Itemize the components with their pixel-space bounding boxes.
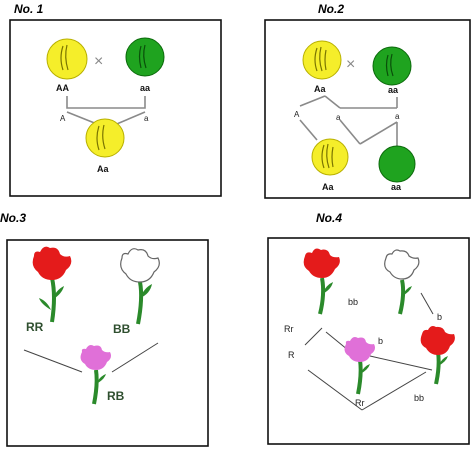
- panel-4-label-rr-bottom: Rr: [355, 398, 365, 408]
- panel-2-gamete-2: a: [336, 113, 341, 122]
- panel-2-gamete-3: a: [395, 112, 400, 121]
- p4-red-flower-icon: [303, 248, 340, 315]
- panel-1-gamete-left: A: [60, 114, 66, 123]
- panel-3-parent-left-label: RR: [26, 320, 44, 334]
- panel-3-offspring-label: RB: [107, 389, 125, 403]
- panel-1-parent-left-label: AA: [56, 83, 69, 93]
- panel-1-gamete-right: a: [144, 114, 149, 123]
- panel-2-parent-right-label: aa: [388, 85, 399, 95]
- panel-4-title: No.4: [316, 211, 343, 225]
- offspring-yellow-circle: [85, 118, 125, 158]
- parent-right-green-circle: [125, 37, 165, 77]
- panel-4-label-b: b: [437, 312, 442, 322]
- panel-4-label-r: R: [288, 350, 295, 360]
- panel-4-label-bb-bottom: bb: [414, 393, 424, 403]
- panel-2-frame: [264, 19, 471, 199]
- panel-1-parent-right-label: aa: [140, 83, 151, 93]
- panel-3-title: No.3: [0, 211, 27, 225]
- panel-2-offspring-right-label: aa: [391, 182, 402, 192]
- p2-offspring-green-circle: [378, 145, 416, 183]
- p2-parent-right-green-circle: [372, 46, 412, 86]
- panel-2-offspring-left-label: Aa: [322, 182, 334, 192]
- parent-left-yellow-circle: [46, 38, 88, 80]
- panel-2-parent-left-label: Aa: [314, 84, 326, 94]
- red-flower-icon: [32, 246, 72, 323]
- white-flower-icon: [120, 248, 160, 325]
- p4-pink-flower-icon: [344, 337, 375, 395]
- p4-white-flower-icon: [384, 249, 420, 315]
- panel-4-label-bb-top: bb: [348, 297, 358, 307]
- panel-1-offspring-label: Aa: [97, 164, 109, 174]
- panel-2-title: No.2: [318, 2, 345, 16]
- panel-4-label-rr: Rr: [284, 324, 294, 334]
- p2-parent-left-yellow-circle: [302, 40, 342, 80]
- p4-red-flower-right-icon: [420, 326, 455, 385]
- panel-1-title: No. 1: [14, 2, 44, 16]
- pink-flower-icon: [80, 345, 111, 405]
- panel-3-parent-right-label: BB: [113, 322, 131, 336]
- panel-2-gamete-1: A: [294, 110, 300, 119]
- p2-offspring-yellow-circle: [311, 138, 349, 176]
- panel-1-cross-symbol: ×: [94, 53, 103, 70]
- panel-4-label-b2: b: [378, 336, 383, 346]
- panel-2-cross-symbol: ×: [346, 56, 355, 73]
